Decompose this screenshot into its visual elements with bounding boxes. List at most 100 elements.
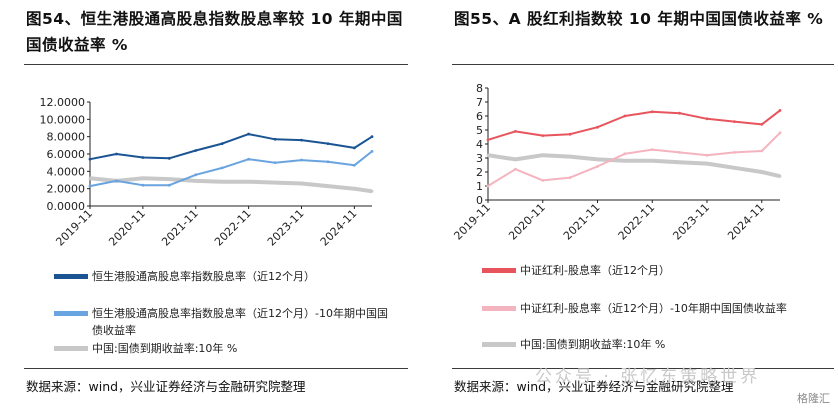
data-point [141,183,145,187]
series-line [487,132,781,187]
data-point [760,123,764,126]
left-chart: 0.0000 2.0000 4.0000 6.0000 8.0000 10.0000 12.… [40,96,374,249]
data-point [194,173,198,177]
data-point [778,131,782,135]
legend-swatch [482,342,516,347]
x-tick-label: 2024-11 [318,207,360,249]
left-title-rule [24,64,408,65]
data-point [678,151,682,154]
y-tick-label: 8.0000 [47,131,86,144]
data-point [300,138,303,142]
data-point [194,179,198,183]
series-line [487,109,781,141]
right-figure-title: 图55、A 股红利指数较 10 年期中国国债收益率 % [454,10,824,28]
legend-swatch [54,346,88,351]
data-point [141,176,145,180]
data-point [220,166,224,170]
data-point [541,153,545,157]
legend-label: 中证红利-股息率（近12个月）-10年期中国国债收益率 [520,302,787,315]
data-point [352,146,356,150]
left-figure-title: 图54、恒生港股通高股息指数股息率较 10 年期中国国债收益率 % [26,10,403,54]
legend-label: 恒生港股通高股息率指数股息率（近12个月） [92,270,315,283]
legend-label: 中国:国债到期收益率:10年 % [520,338,666,351]
data-point [778,174,782,178]
series-line [89,150,373,188]
data-point [88,176,92,180]
x-tick-label: 2022-11 [212,207,254,249]
x-tick-label: 2023-11 [265,207,307,249]
y-tick-label: 2.0000 [47,183,86,196]
x-tick-label: 2023-11 [670,201,712,243]
data-point [596,158,599,161]
data-point [623,114,627,118]
data-point [167,183,171,187]
series-line [89,133,373,161]
data-point [705,117,709,121]
right-source-rule [452,368,834,369]
legend-label: 恒生港股通高股息率指数股息率（近12个月）-10年期中国国债收益率 [92,307,388,337]
y-tick-label: 5 [476,124,483,137]
data-point [541,134,545,137]
data-point [273,161,277,165]
y-tick-label: 1 [476,180,483,193]
data-point [650,110,654,114]
data-point [247,132,251,136]
data-point [370,150,374,153]
legend-swatch [54,274,88,279]
data-point [88,184,92,188]
data-point [568,132,572,136]
data-point [247,157,251,161]
data-point [115,179,118,183]
y-tick-label: 4 [476,138,483,151]
data-point [352,163,356,167]
data-point [568,176,572,179]
data-point [732,120,736,123]
data-point [486,138,490,142]
data-point [220,180,224,184]
legend-swatch [482,268,516,273]
data-point [220,142,224,145]
data-point [326,142,330,145]
series-line [89,176,373,194]
data-point [326,184,330,188]
legend-swatch [482,306,516,311]
data-point [623,159,627,163]
data-point [732,151,736,154]
data-point [650,159,654,163]
data-point [167,177,171,181]
data-point [273,181,277,184]
x-tick-label: 2019-11 [451,201,493,243]
y-tick-label: 8 [476,82,483,95]
left-source-note: 数据来源：wind，兴业证券经济与金融研究院整理 [26,379,306,394]
data-point [778,109,782,112]
x-tick-label: 2020-11 [106,207,148,249]
left-source-rule [24,368,408,369]
y-tick-label: 0 [476,194,483,207]
right-source-note: 数据来源：wind，兴业证券经济与金融研究院整理 [454,379,734,394]
left-figure: 图54、恒生港股通高股息指数股息率较 10 年期中国国债收益率 % 0.0000… [0,0,410,410]
data-point [760,170,764,174]
logo: 格隆汇 [797,392,830,405]
y-tick-label: 10.0000 [40,113,86,126]
data-point [513,130,517,133]
data-point [194,149,198,152]
data-point [273,137,277,141]
data-point [705,153,709,157]
x-tick-label: 2021-11 [159,207,201,249]
data-point [486,153,490,157]
data-point [247,180,251,184]
data-point [513,167,517,171]
y-tick-label: 12.0000 [40,96,86,109]
data-point [596,125,599,129]
data-point [167,156,171,160]
data-point [486,184,490,188]
data-point [678,111,682,115]
y-tick-label: 2 [476,166,483,179]
data-point [300,158,303,162]
data-point [760,149,764,153]
data-point [705,162,709,165]
data-point [541,179,545,182]
data-point [326,160,330,164]
data-point [88,157,92,161]
